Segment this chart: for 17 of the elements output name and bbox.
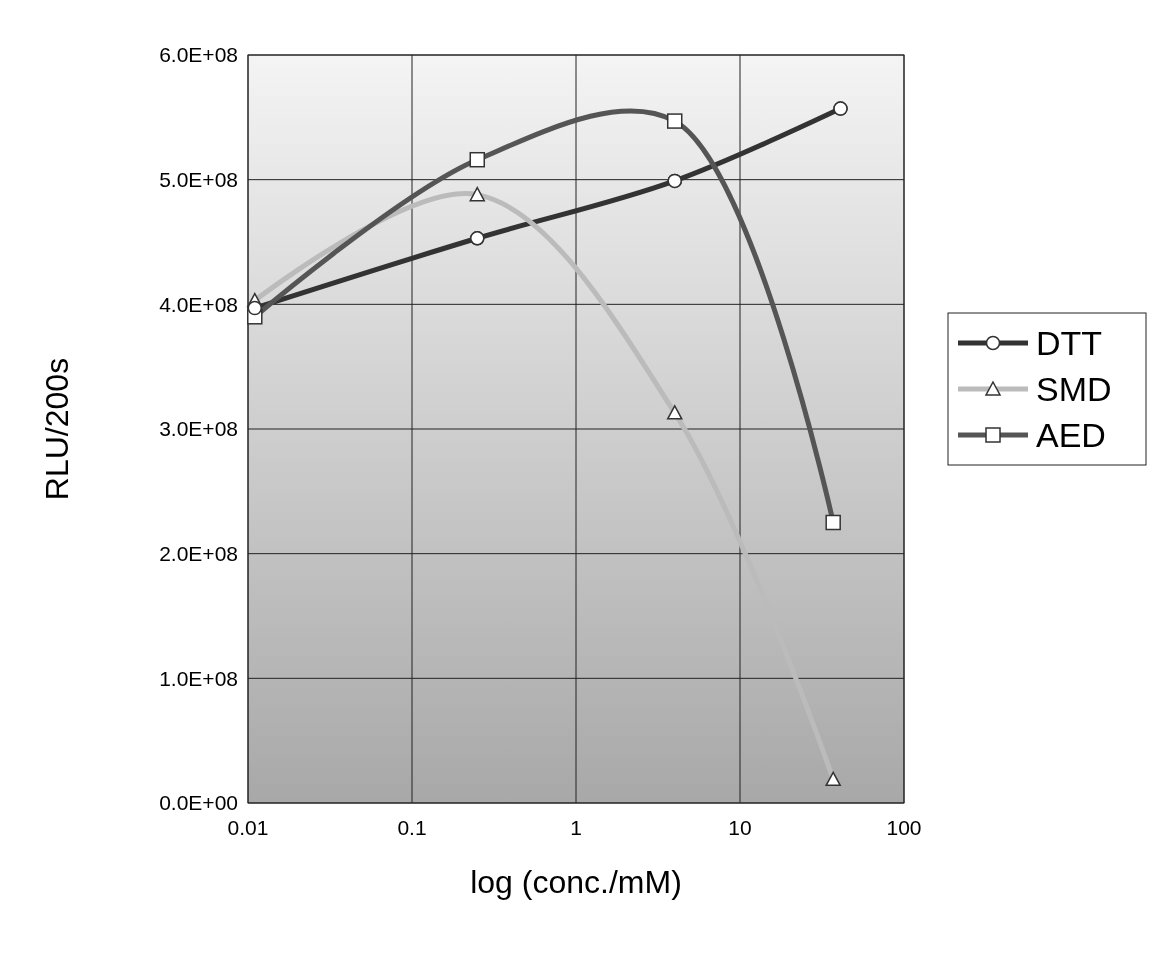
y-tick-label: 3.0E+08 (159, 417, 238, 441)
x-tick-label: 10 (728, 816, 752, 839)
legend-label: DTT (1036, 323, 1103, 362)
x-tick-label: 0.1 (397, 816, 427, 839)
legend-label: SMD (1036, 369, 1112, 408)
x-tick-label: 100 (886, 816, 922, 839)
y-tick-label: 0.0E+00 (159, 791, 238, 815)
x-tick-label: 1 (570, 816, 582, 839)
y-tick-label: 2.0E+08 (159, 542, 238, 566)
x-tick-label: 0.01 (227, 816, 269, 839)
y-tick-label: 4.0E+08 (159, 292, 238, 316)
y-axis-title: RLU/200s (39, 357, 75, 501)
legend-label: AED (1036, 415, 1106, 454)
y-tick-label: 1.0E+08 (159, 666, 238, 690)
y-tick-label: 5.0E+08 (159, 168, 238, 192)
x-axis-title: log (conc./mM) (470, 864, 682, 900)
y-tick-label: 6.0E+08 (159, 43, 238, 67)
